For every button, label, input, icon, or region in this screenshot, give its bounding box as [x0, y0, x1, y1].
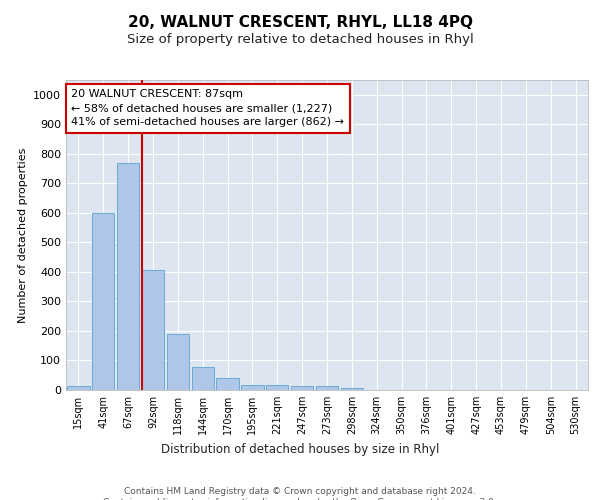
Bar — [117, 162, 139, 390]
Bar — [241, 384, 263, 390]
Bar — [316, 386, 338, 390]
Text: 20, WALNUT CRESCENT, RHYL, LL18 4PQ: 20, WALNUT CRESCENT, RHYL, LL18 4PQ — [128, 15, 473, 30]
Text: Size of property relative to detached houses in Rhyl: Size of property relative to detached ho… — [127, 32, 473, 46]
Bar — [266, 385, 289, 390]
Y-axis label: Number of detached properties: Number of detached properties — [17, 148, 28, 322]
Bar — [167, 334, 189, 390]
Text: 20 WALNUT CRESCENT: 87sqm
← 58% of detached houses are smaller (1,227)
41% of se: 20 WALNUT CRESCENT: 87sqm ← 58% of detac… — [71, 90, 344, 128]
Text: Distribution of detached houses by size in Rhyl: Distribution of detached houses by size … — [161, 442, 439, 456]
Bar — [191, 367, 214, 390]
Bar — [341, 388, 363, 390]
Text: Contains HM Land Registry data © Crown copyright and database right 2024.
Contai: Contains HM Land Registry data © Crown c… — [103, 488, 497, 500]
Bar — [67, 386, 89, 390]
Bar — [291, 386, 313, 390]
Bar — [142, 270, 164, 390]
Bar — [217, 378, 239, 390]
Bar — [92, 213, 115, 390]
